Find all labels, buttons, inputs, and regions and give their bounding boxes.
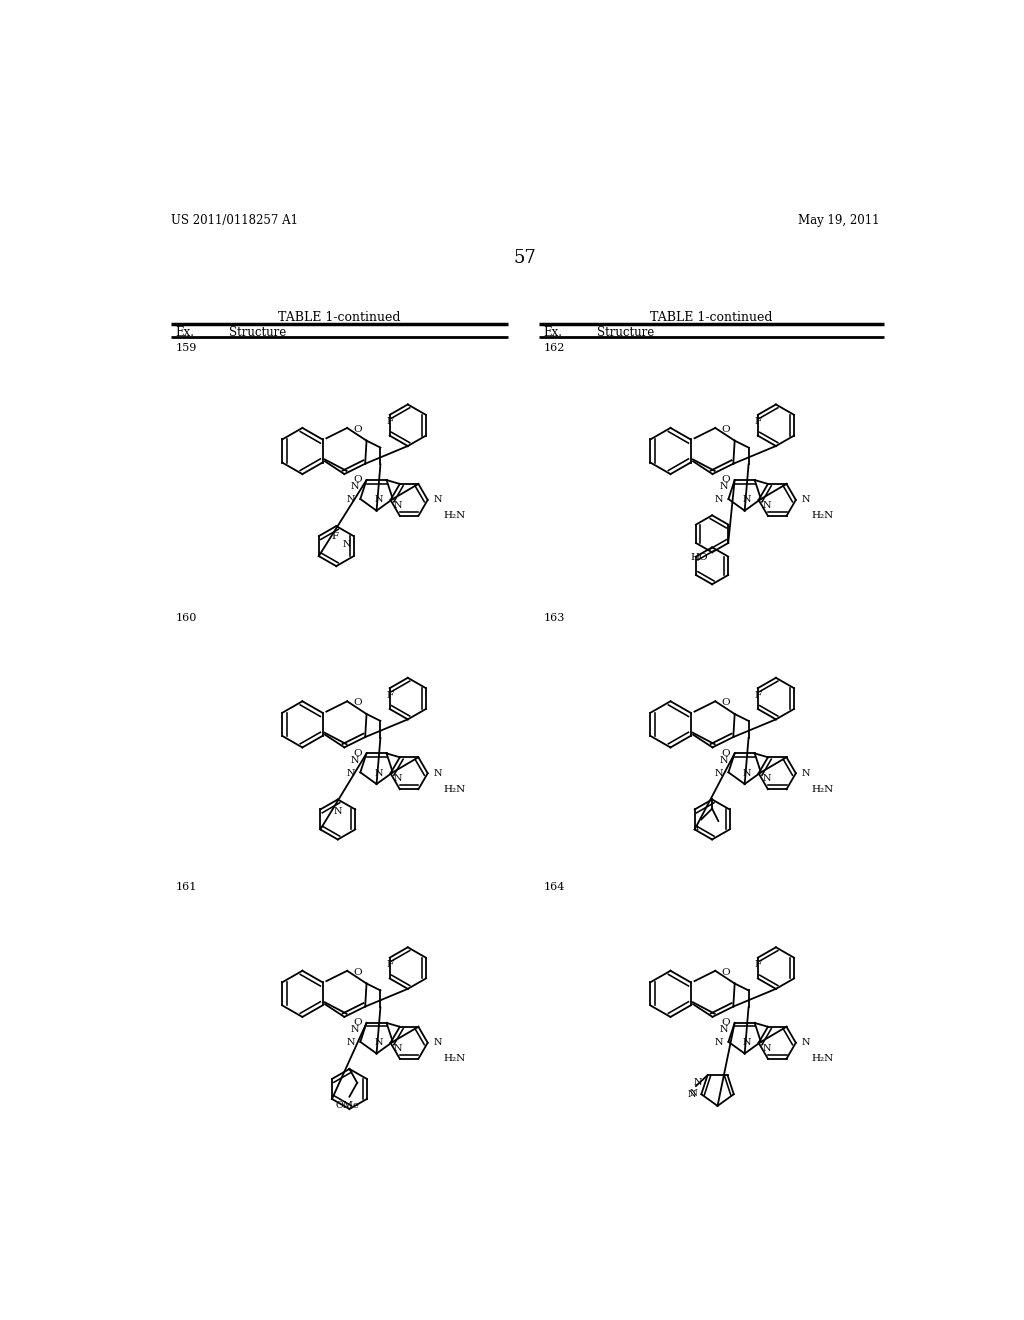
- Text: N: N: [351, 482, 359, 491]
- Text: N: N: [334, 807, 342, 816]
- Text: N: N: [742, 1039, 751, 1047]
- Text: 57: 57: [513, 249, 537, 267]
- Text: H₂N: H₂N: [811, 785, 834, 793]
- Text: US 2011/0118257 A1: US 2011/0118257 A1: [171, 214, 298, 227]
- Text: N: N: [434, 768, 442, 777]
- Text: TABLE 1-continued: TABLE 1-continued: [278, 312, 400, 323]
- Text: F: F: [755, 417, 762, 426]
- Text: N: N: [374, 1039, 383, 1047]
- Text: N: N: [374, 495, 383, 504]
- Text: N: N: [394, 1044, 402, 1052]
- Text: N: N: [762, 500, 771, 510]
- Text: O: O: [353, 748, 361, 758]
- Text: OMe: OMe: [336, 1101, 359, 1110]
- Text: F: F: [386, 417, 393, 426]
- Text: N: N: [762, 774, 771, 783]
- Text: F: F: [755, 960, 762, 969]
- Text: O: O: [353, 698, 361, 708]
- Text: O: O: [722, 425, 730, 434]
- Text: N: N: [802, 768, 811, 777]
- Text: N: N: [762, 1044, 771, 1052]
- Text: H₂N: H₂N: [811, 511, 834, 520]
- Text: N: N: [719, 482, 728, 491]
- Text: N: N: [742, 495, 751, 504]
- Text: N: N: [346, 1038, 355, 1047]
- Text: N: N: [742, 768, 751, 777]
- Text: Structure: Structure: [597, 326, 654, 339]
- Text: O: O: [353, 1018, 361, 1027]
- Text: O: O: [353, 475, 361, 484]
- Text: N: N: [346, 495, 355, 504]
- Text: O: O: [353, 968, 361, 977]
- Text: O: O: [721, 748, 730, 758]
- Text: N: N: [693, 1077, 702, 1086]
- Text: N: N: [715, 768, 723, 777]
- Text: Ex.: Ex.: [544, 326, 562, 339]
- Text: F: F: [386, 960, 393, 969]
- Text: N: N: [715, 495, 723, 504]
- Text: F: F: [755, 690, 762, 700]
- Text: 161: 161: [175, 882, 197, 892]
- Text: N: N: [351, 1026, 359, 1034]
- Text: N: N: [689, 1089, 697, 1098]
- Text: May 19, 2011: May 19, 2011: [799, 214, 880, 227]
- Text: N: N: [802, 495, 811, 504]
- Text: N: N: [715, 1038, 723, 1047]
- Text: i: i: [696, 822, 699, 832]
- Text: N: N: [351, 756, 359, 764]
- Text: N: N: [434, 1039, 442, 1047]
- Text: 160: 160: [175, 612, 197, 623]
- Text: H₂N: H₂N: [811, 1055, 834, 1064]
- Text: F: F: [331, 532, 338, 541]
- Text: N: N: [374, 768, 383, 777]
- Text: 159: 159: [175, 343, 197, 354]
- Text: TABLE 1-continued: TABLE 1-continued: [650, 312, 772, 323]
- Text: HO: HO: [690, 553, 709, 562]
- Text: N: N: [719, 1026, 728, 1034]
- Text: 163: 163: [544, 612, 565, 623]
- Text: N: N: [802, 1039, 811, 1047]
- Text: H₂N: H₂N: [443, 511, 466, 520]
- Text: N: N: [343, 540, 351, 549]
- Text: N: N: [394, 774, 402, 783]
- Text: O: O: [721, 1018, 730, 1027]
- Text: N: N: [719, 756, 728, 764]
- Text: N: N: [434, 495, 442, 504]
- Text: O: O: [353, 425, 361, 434]
- Text: N: N: [687, 1090, 696, 1100]
- Text: N: N: [346, 768, 355, 777]
- Text: H₂N: H₂N: [443, 785, 466, 793]
- Text: O: O: [722, 968, 730, 977]
- Text: Structure: Structure: [228, 326, 286, 339]
- Text: N: N: [394, 500, 402, 510]
- Text: H₂N: H₂N: [443, 1055, 466, 1064]
- Text: O: O: [722, 698, 730, 708]
- Text: 162: 162: [544, 343, 565, 354]
- Text: 164: 164: [544, 882, 565, 892]
- Text: Ex.: Ex.: [175, 326, 195, 339]
- Text: O: O: [721, 475, 730, 484]
- Text: F: F: [386, 690, 393, 700]
